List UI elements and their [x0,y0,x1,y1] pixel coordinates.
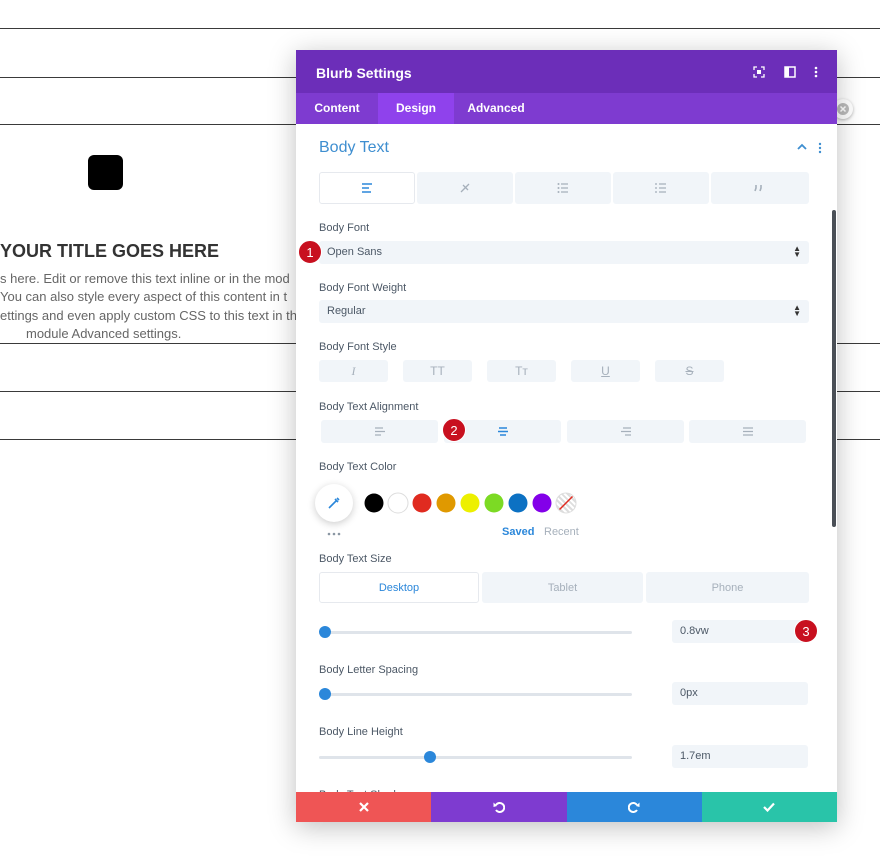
slider-track [319,756,632,759]
style-button[interactable]: Tт [487,360,556,382]
blurb-text: module Advanced settings. [26,326,182,341]
field-label: Body Text Alignment [319,401,419,413]
field-label: Body Line Height [319,726,403,738]
weight-select[interactable]: Regular ▲ ▼ [319,300,809,323]
footer [296,792,837,822]
blurb-text: s here. Edit or remove this text inline … [0,271,290,286]
no-color-swatch[interactable] [555,492,577,514]
text-tab[interactable] [417,172,513,204]
field-label: Body Font Style [319,341,397,353]
slider-knob[interactable] [319,688,331,700]
select-value: Open Sans [327,246,383,258]
font-select[interactable]: Open Sans ▲ ▼ [319,241,809,264]
settings-modal: Blurb Settings Content Design Advanced Bod… [296,50,837,822]
blurb-title: YOUR TITLE GOES HERE [0,241,220,261]
blurb-text: You can also style every aspect of this … [0,289,288,304]
color-swatch[interactable] [460,493,480,513]
style-button[interactable]: U [571,360,640,382]
divider [0,28,880,29]
scrollbar[interactable] [832,210,836,527]
text-tab-active[interactable] [319,172,415,204]
align-right[interactable] [567,420,684,443]
input-value: 0px [680,687,698,699]
tab[interactable]: Content [314,101,360,115]
color-swatch[interactable] [484,493,504,513]
close-icon [837,103,849,115]
close-button[interactable] [833,99,853,119]
step-badge: 1 [298,240,322,264]
tab[interactable]: Design [378,93,454,124]
tab-bar: Content Design Advanced [296,93,837,124]
slider-knob[interactable] [424,751,436,763]
modal-header: Blurb Settings [296,50,837,93]
align-center[interactable] [444,420,561,443]
step-badge: 3 [794,619,818,643]
tab[interactable]: Advanced [467,101,525,115]
redo-button[interactable] [566,792,702,822]
fullscreen-icon[interactable] [753,66,765,78]
color-swatch[interactable] [436,493,456,513]
blurb-text: ettings and even apply custom CSS to thi… [0,308,297,323]
input-value: 1.7em [680,750,711,762]
color-picker[interactable] [315,484,353,522]
device-tab[interactable]: Tablet [482,572,643,603]
modal-title: Blurb Settings [316,65,412,81]
style-button[interactable]: I [319,360,388,382]
device-tab[interactable]: Desktop [319,572,479,603]
step-badge: 2 [442,418,466,442]
device-tab[interactable]: Phone [646,572,809,603]
size-input[interactable]: 0.8vw [672,620,808,643]
cancel-button[interactable] [296,792,432,822]
line-height-input[interactable]: 1.7em [672,745,808,768]
spacing-input[interactable]: 0px [672,682,808,705]
color-swatch[interactable] [364,493,384,513]
text-tab[interactable] [515,172,611,204]
blurb-icon [88,155,123,190]
slider-track [319,631,632,634]
recent-tab[interactable]: Recent [544,526,579,538]
more-icon[interactable] [813,66,819,78]
more-colors[interactable] [327,532,341,536]
save-button[interactable] [701,792,837,822]
split-icon[interactable] [784,66,796,78]
undo-button[interactable] [431,792,567,822]
align-left[interactable] [321,420,438,443]
field-label: Body Text Size [319,553,392,565]
field-label: Body Font Weight [319,282,407,294]
align-justify[interactable] [689,420,806,443]
style-button[interactable]: S [655,360,724,382]
section-title: Body Text [319,139,389,156]
slider-track [319,693,632,696]
saved-tab[interactable]: Saved [502,526,535,538]
input-value: 0.8vw [680,625,709,637]
collapse-icon[interactable] [796,143,808,151]
field-label: Body Text Color [319,461,397,473]
text-tab[interactable] [613,172,709,204]
field-label: Body Letter Spacing [319,664,419,676]
color-swatch[interactable] [508,493,528,513]
section-menu-icon[interactable] [817,142,823,154]
slider-knob[interactable] [319,626,331,638]
text-tab[interactable] [711,172,809,204]
field-label: Body Font [319,222,370,234]
color-swatch[interactable] [532,493,552,513]
color-swatch[interactable] [387,492,409,514]
select-value: Regular [327,305,366,317]
style-button[interactable]: TT [403,360,472,382]
color-swatch[interactable] [412,493,432,513]
